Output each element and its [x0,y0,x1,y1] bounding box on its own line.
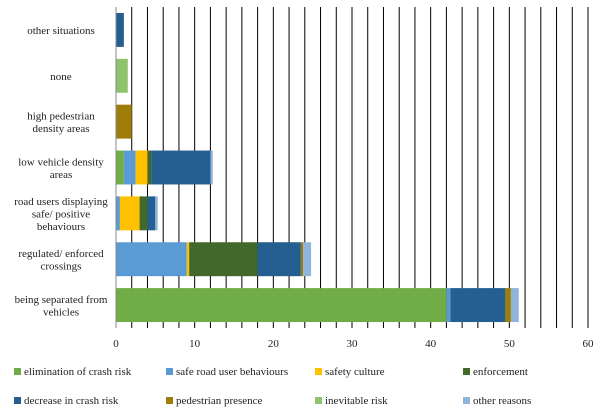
bar-segment [139,196,148,231]
x-tick-label: 20 [268,338,280,350]
legend-swatch [166,397,173,404]
x-tick-label: 30 [347,338,359,350]
category-label: high pedestrian density areas [27,110,95,134]
bar-segment [257,242,301,277]
bar-segment [116,288,447,323]
bar-segment [116,242,187,277]
bar-segment [186,242,190,277]
legend-item: enforcement [463,366,528,378]
legend-item: safety culture [315,366,385,378]
x-tick-label: 0 [113,338,119,350]
legend-swatch [463,368,470,375]
legend-swatch [315,397,322,404]
bar-segment [135,150,148,185]
bar-segment [510,288,519,323]
category-label: regulated/ enforced crossings [18,248,104,273]
bar-segment [147,150,152,185]
category-label: other situations [27,25,95,37]
bar-segment [210,150,213,185]
legend-item: safe road user behaviours [166,366,288,378]
x-tick-label: 60 [583,338,595,350]
bar-segment [116,12,124,47]
bar-segment [123,150,136,185]
bars [116,12,519,323]
legend-label: pedestrian presence [176,395,263,407]
gridlines [131,7,589,328]
bar-segment [116,196,120,231]
category-label: none [50,71,72,83]
bar-segment [147,196,156,231]
bar-segment [151,150,211,185]
category-label-line: road users displaying [14,196,108,208]
legend-label: safe road user behaviours [176,366,288,378]
legend-item: elimination of crash risk [14,366,132,378]
bar-segment [505,288,511,323]
category-label-line: density areas [32,123,89,135]
x-tick-label: 40 [425,338,437,350]
category-label-line: low vehicle density [18,156,104,168]
category-label-line: being separated from [15,294,108,306]
legend-label: elimination of crash risk [24,366,132,378]
legend-item: inevitable risk [315,395,388,407]
bar-segment [116,104,132,139]
bar-segment [303,242,312,277]
category-label-line: safe/ positive [32,208,90,220]
category-label-line: other situations [27,25,95,37]
x-tick-label: 50 [504,338,516,350]
bar-segment [116,58,128,93]
category-label: being separated from vehicles [15,294,108,319]
category-labels: other situations none high pedestrian densi… [14,25,108,318]
legend-label: other reasons [473,395,531,407]
legend-item: other reasons [463,395,531,407]
category-label-line: behaviours [37,221,85,233]
category-label-line: areas [50,169,73,181]
legend-swatch [14,397,21,404]
legend-label: enforcement [473,366,528,378]
bar-segment [119,196,140,231]
bar-segment [155,196,158,231]
bar-segment [300,242,304,277]
category-label-line: none [50,71,72,83]
legend-swatch [14,368,21,375]
category-label-line: regulated/ enforced [18,248,104,260]
x-tick-labels: 0 10 20 30 40 50 60 [113,338,594,350]
category-label-line: crossings [41,260,82,272]
bar-segment [450,288,506,323]
bar-segment [446,288,451,323]
bar-segment [116,150,124,185]
legend-swatch [315,368,322,375]
category-label: low vehicle density areas [18,156,104,181]
category-label-line: vehicles [43,306,79,318]
category-label: road users displaying safe/ positive behav… [14,196,108,233]
legend-item: decrease in crash risk [14,395,119,407]
legend-label: inevitable risk [325,395,388,407]
legend: elimination of crash risk safe road user … [14,366,531,407]
legend-item: pedestrian presence [166,395,263,407]
legend-label: safety culture [325,366,385,378]
legend-label: decrease in crash risk [24,395,119,407]
legend-swatch [463,397,470,404]
category-label-line: high pedestrian [27,110,95,122]
x-tick-label: 10 [189,338,201,350]
bar-segment [189,242,258,277]
legend-swatch [166,368,173,375]
